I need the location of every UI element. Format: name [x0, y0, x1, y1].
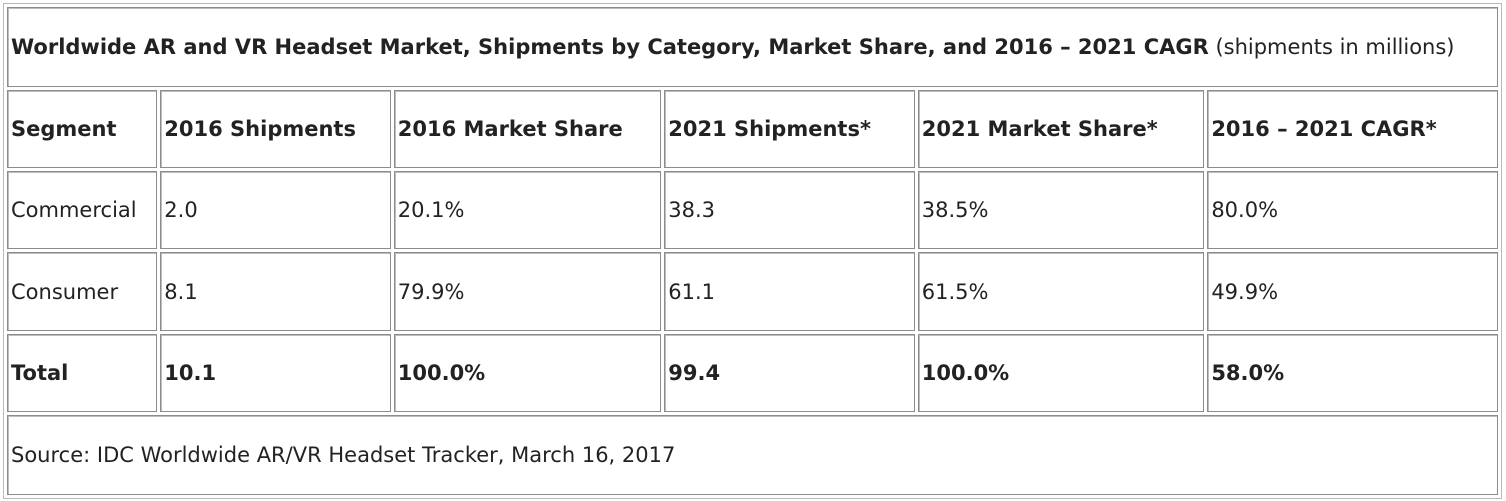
- column-header: 2016 Shipments: [160, 90, 391, 169]
- table-title-cell: Worldwide AR and VR Headset Market, Ship…: [7, 7, 1498, 88]
- table-cell: 20.1%: [393, 171, 662, 250]
- table-cell: 38.3: [664, 171, 915, 250]
- total-cell: Total: [7, 333, 158, 412]
- table-row-commercial: Commercial 2.0 20.1% 38.3 38.5% 80.0%: [7, 171, 1498, 250]
- market-table: Worldwide AR and VR Headset Market, Ship…: [3, 3, 1502, 499]
- header-row: Segment 2016 Shipments 2016 Market Share…: [7, 90, 1498, 169]
- table-title: Worldwide AR and VR Headset Market, Ship…: [11, 35, 1209, 60]
- table-cell: 79.9%: [393, 252, 662, 331]
- table-cell: 80.0%: [1207, 171, 1498, 250]
- table-cell: 61.1: [664, 252, 915, 331]
- table-cell: Consumer: [7, 252, 158, 331]
- table-cell: 8.1: [160, 252, 391, 331]
- table-cell: 49.9%: [1207, 252, 1498, 331]
- table-cell: 38.5%: [917, 171, 1205, 250]
- table-row-total: Total 10.1 100.0% 99.4 100.0% 58.0%: [7, 333, 1498, 412]
- total-cell: 58.0%: [1207, 333, 1498, 412]
- total-cell: 99.4: [664, 333, 915, 412]
- column-header: Segment: [7, 90, 158, 169]
- table-title-note: (shipments in millions): [1215, 35, 1455, 60]
- total-cell: 10.1: [160, 333, 391, 412]
- table-row-consumer: Consumer 8.1 79.9% 61.1 61.5% 49.9%: [7, 252, 1498, 331]
- column-header: 2021 Market Share*: [917, 90, 1205, 169]
- table-cell: 2.0: [160, 171, 391, 250]
- source-note: Source: IDC Worldwide AR/VR Headset Trac…: [7, 414, 1498, 495]
- title-row: Worldwide AR and VR Headset Market, Ship…: [7, 7, 1498, 88]
- table-cell: 61.5%: [917, 252, 1205, 331]
- total-cell: 100.0%: [917, 333, 1205, 412]
- column-header: 2016 Market Share: [393, 90, 662, 169]
- total-cell: 100.0%: [393, 333, 662, 412]
- column-header: 2016 – 2021 CAGR*: [1207, 90, 1498, 169]
- table-cell: Commercial: [7, 171, 158, 250]
- column-header: 2021 Shipments*: [664, 90, 915, 169]
- source-row: Source: IDC Worldwide AR/VR Headset Trac…: [7, 414, 1498, 495]
